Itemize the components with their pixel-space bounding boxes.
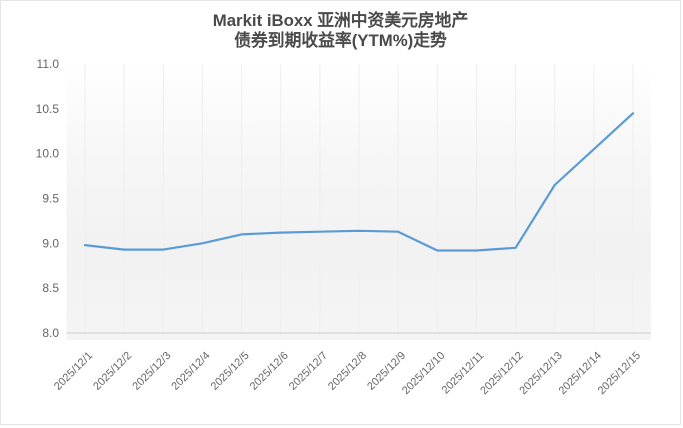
svg-text:9.5: 9.5 <box>42 192 59 206</box>
svg-text:2025/12/2: 2025/12/2 <box>91 350 134 393</box>
svg-text:2025/12/1: 2025/12/1 <box>52 350 95 393</box>
svg-text:8.0: 8.0 <box>42 326 59 340</box>
svg-text:2025/12/8: 2025/12/8 <box>326 350 369 393</box>
svg-text:9.0: 9.0 <box>42 236 59 250</box>
svg-text:10.0: 10.0 <box>36 147 60 161</box>
svg-text:2025/12/15: 2025/12/15 <box>596 350 643 397</box>
svg-text:2025/12/3: 2025/12/3 <box>130 350 173 393</box>
svg-text:10.5: 10.5 <box>36 102 60 116</box>
svg-text:2025/12/7: 2025/12/7 <box>287 350 330 393</box>
svg-text:11.0: 11.0 <box>37 57 60 71</box>
svg-text:2025/12/5: 2025/12/5 <box>209 350 252 393</box>
svg-text:8.5: 8.5 <box>42 281 59 295</box>
svg-text:2025/12/4: 2025/12/4 <box>169 350 212 393</box>
svg-text:2025/12/6: 2025/12/6 <box>248 350 291 393</box>
